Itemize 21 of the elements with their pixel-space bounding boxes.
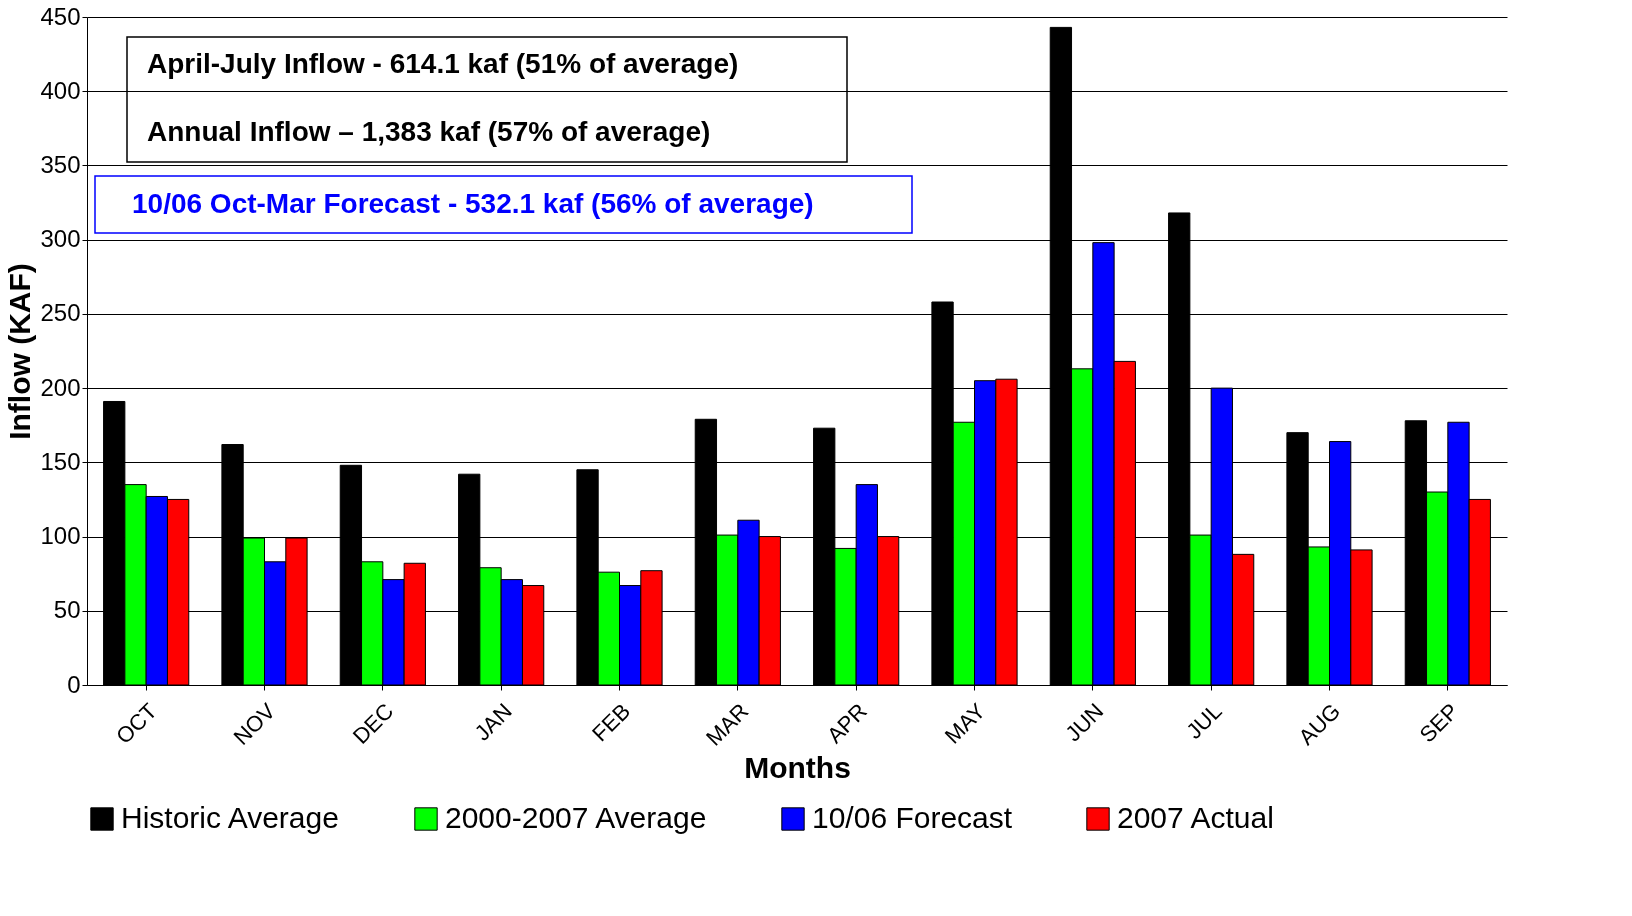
y-tick-label: 400 <box>40 76 81 104</box>
y-tick-label: 200 <box>40 373 81 401</box>
y-tick-label: 350 <box>40 150 81 178</box>
y-axis-title: Inflow (KAF) <box>3 263 37 440</box>
y-tick-label: 0 <box>67 670 81 698</box>
legend-label: 2000-2007 Average <box>445 801 707 834</box>
legend-label: 10/06 Forecast <box>812 801 1013 834</box>
legend-label: Historic Average <box>121 801 339 834</box>
y-tick-label: 300 <box>40 225 81 253</box>
y-tick-label: 450 <box>40 2 81 30</box>
y-tick-label: 100 <box>40 522 81 550</box>
legend-label: 2007 Actual <box>1117 801 1274 834</box>
x-axis-title: Months <box>744 750 851 784</box>
annotation: Annual Inflow – 1,383 kaf (57% of average) <box>147 116 711 147</box>
y-tick-label: 150 <box>40 447 81 475</box>
y-tick-label: 250 <box>40 299 81 327</box>
x-tick-label: FEB <box>587 698 636 747</box>
annotation: April-July Inflow - 614.1 kaf (51% of average) <box>147 48 739 79</box>
x-tick-label: JUL <box>1181 698 1227 744</box>
annotation: 10/06 Oct-Mar Forecast - 532.1 kaf (56% of average) <box>132 188 814 219</box>
y-tick-label: 50 <box>53 596 81 624</box>
